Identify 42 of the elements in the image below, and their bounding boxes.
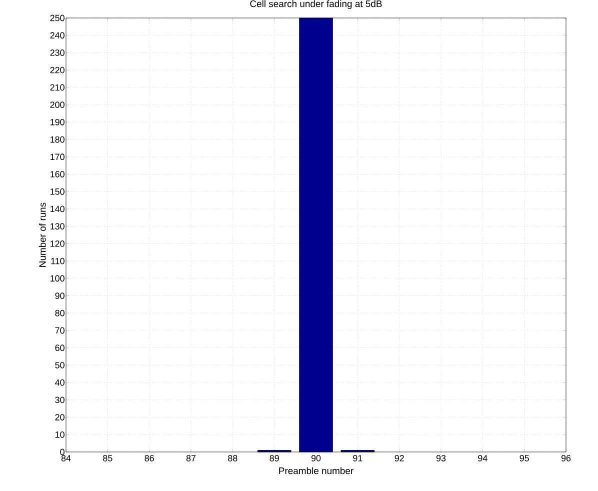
x-tick-label: 90 xyxy=(311,455,321,462)
y-tick-label: 100 xyxy=(50,275,64,282)
y-tick-label: 70 xyxy=(55,327,64,334)
x-tick-label: 87 xyxy=(186,455,196,462)
y-tick-label: 180 xyxy=(50,136,64,143)
x-tick-label: 92 xyxy=(394,455,404,462)
y-tick-label: 40 xyxy=(55,379,64,386)
y-tick-label: 130 xyxy=(50,223,64,230)
x-tick-label: 94 xyxy=(478,455,488,462)
y-tick-label: 120 xyxy=(50,240,64,247)
y-tick-label: 240 xyxy=(50,32,64,39)
y-tick-label: 50 xyxy=(55,362,64,368)
y-tick-label: 160 xyxy=(50,171,64,178)
y-tick-label: 110 xyxy=(51,258,64,264)
y-tick-label: 90 xyxy=(55,292,64,299)
y-tick-label: 250 xyxy=(50,14,64,22)
y-tick-label: 0 xyxy=(60,448,64,456)
y-tick-label: 190 xyxy=(50,118,64,126)
x-tick-label: 85 xyxy=(103,455,112,462)
y-tick-label: 200 xyxy=(50,102,64,108)
y-tick-label: 150 xyxy=(50,188,64,195)
x-tick-label: 93 xyxy=(436,455,446,462)
x-tick-label: 89 xyxy=(270,455,279,462)
y-tick-label: 60 xyxy=(55,344,64,352)
x-tick-label: 96 xyxy=(561,455,571,462)
chart-title: Cell search under fading at 5dB xyxy=(250,0,382,9)
y-tick-label: 230 xyxy=(50,50,64,56)
x-tick-label: 95 xyxy=(520,455,529,462)
x-tick-label: 91 xyxy=(353,455,362,462)
y-tick-label: 210 xyxy=(50,84,64,91)
y-tick-label: 140 xyxy=(50,206,64,212)
y-axis-title: Number of runs xyxy=(38,202,46,267)
x-axis-title: Preamble number xyxy=(279,467,354,474)
y-tick-label: 170 xyxy=(50,154,64,160)
y-tick-label: 220 xyxy=(50,66,64,74)
y-tick-label: 20 xyxy=(55,414,64,420)
x-tick-label: 84 xyxy=(61,455,71,462)
y-tick-label: 30 xyxy=(55,396,64,404)
x-tick-label: 86 xyxy=(144,455,154,462)
x-tick-label: 88 xyxy=(228,455,238,462)
y-tick-label: 10 xyxy=(56,431,64,438)
y-tick-label: 80 xyxy=(55,310,64,316)
